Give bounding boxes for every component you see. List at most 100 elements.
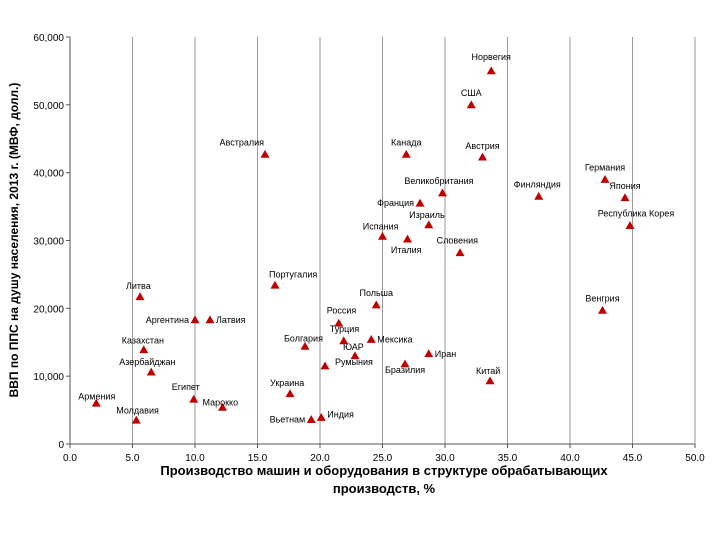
data-point-label: Вьетнам: [270, 415, 306, 425]
x-tick-label: 10.0: [185, 453, 205, 464]
data-point-label: Норвегия: [472, 52, 512, 62]
data-point-marker: [320, 361, 330, 370]
data-point-label: Италия: [391, 245, 422, 255]
data-point-marker: [466, 100, 476, 109]
data-point-marker: [485, 376, 495, 385]
data-point-marker: [339, 336, 349, 345]
data-point-marker: [218, 402, 227, 411]
data-point-marker: [190, 315, 200, 324]
tick-layer: 0.0 5.0 10.0 15.0 20.0 25.0 30.0 35.0 40.0 45.0 50…: [33, 33, 705, 464]
y-tick-label: 30,000: [33, 237, 64, 248]
data-point-marker: [131, 415, 141, 424]
data-point-marker: [424, 220, 434, 229]
data-point-label: Бразилия: [385, 365, 425, 375]
data-point-label: Финляндия: [514, 179, 561, 189]
x-tick-label: 20.0: [310, 453, 330, 464]
y-tick-label: 40,000: [33, 169, 64, 180]
label-layer: Норвегия США Австралия Канада Австрия Германи…: [78, 52, 674, 425]
data-point-marker: [625, 221, 635, 229]
y-tick-label: 60,000: [33, 33, 64, 44]
data-point-label: Австрия: [465, 141, 499, 151]
data-point-label: Франция: [377, 198, 414, 208]
data-point-marker: [371, 300, 381, 309]
data-point-label: Канада: [391, 137, 421, 147]
data-point-label: Украина: [270, 378, 304, 388]
data-point-label: Венгрия: [585, 293, 619, 303]
data-point-marker: [189, 394, 199, 403]
data-point-marker: [260, 149, 270, 158]
y-tick-label: 10,000: [33, 372, 64, 383]
data-point-label: Румыния: [335, 357, 373, 367]
data-point-marker: [415, 198, 425, 207]
data-point-label: Германия: [585, 162, 625, 172]
data-point-label: Россия: [327, 305, 357, 315]
y-tick-label: 20,000: [33, 304, 64, 315]
data-point-label: Иран: [435, 349, 456, 359]
data-point-marker: [534, 191, 544, 200]
data-point-label: Япония: [609, 181, 640, 191]
data-point-marker: [478, 152, 487, 161]
data-point-marker: [285, 389, 295, 398]
data-point-label: Португалия: [269, 269, 317, 279]
x-tick-label: 0.0: [63, 453, 77, 464]
data-point-label: ЮАР: [343, 342, 364, 352]
data-point-label: Мексика: [377, 335, 412, 345]
data-point-label: Литва: [126, 281, 151, 291]
data-point-label: Индия: [327, 410, 354, 420]
data-point-marker: [486, 66, 496, 75]
x-tick-label: 50.0: [685, 453, 705, 464]
x-tick-label: 5.0: [126, 453, 140, 464]
data-point-label: Казахстан: [122, 336, 164, 346]
data-point-label: Республика Корея: [598, 209, 675, 219]
data-point-marker: [350, 351, 360, 360]
x-axis-title-line-2: производств, %: [333, 481, 436, 496]
data-point-label: Азербайджан: [119, 357, 175, 367]
x-tick-label: 15.0: [248, 453, 268, 464]
data-point-label: Польша: [360, 288, 393, 298]
x-tick-label: 35.0: [498, 453, 518, 464]
data-point-marker: [306, 415, 316, 423]
data-point-marker: [401, 149, 411, 158]
data-point-label: Армения: [78, 391, 115, 401]
data-point-label: Китай: [476, 366, 500, 376]
data-point-label: Египет: [172, 382, 200, 392]
data-point-marker: [366, 335, 376, 343]
data-point-marker: [400, 359, 410, 368]
data-point-marker: [316, 413, 326, 421]
data-point-marker: [620, 193, 630, 202]
data-point-label: Аргентина: [146, 315, 189, 325]
data-point-label: Марокко: [203, 397, 239, 407]
data-point-marker: [205, 315, 215, 324]
data-point-label: Молдавия: [116, 405, 159, 415]
data-point-marker: [334, 318, 344, 327]
data-point-marker: [300, 341, 310, 350]
grid-layer: [132, 37, 696, 444]
data-point-marker: [403, 234, 412, 243]
x-tick-label: 30.0: [435, 453, 455, 464]
data-point-marker: [146, 367, 156, 376]
y-axis-title: ВВП по ППС на душу населения, 2013 г. (М…: [7, 83, 21, 398]
data-point-label: Болгария: [284, 333, 323, 343]
data-point-marker: [139, 345, 149, 354]
data-point-label: Великобритания: [404, 176, 473, 186]
data-point-marker: [600, 174, 610, 183]
data-point-marker: [598, 305, 607, 314]
x-tick-label: 40.0: [560, 453, 580, 464]
data-point-marker: [91, 398, 101, 407]
data-point-marker: [438, 188, 447, 197]
x-tick-label: 45.0: [623, 453, 643, 464]
data-point-label: США: [461, 88, 482, 98]
x-axis-title-line-1: Производство машин и оборудования в стру…: [160, 463, 608, 478]
data-point-label: Австралия: [220, 137, 265, 147]
data-point-marker: [270, 280, 280, 289]
data-point-label: Испания: [363, 221, 399, 231]
data-point-label: Латвия: [216, 315, 246, 325]
data-point-marker: [378, 231, 387, 240]
data-point-marker: [135, 292, 145, 301]
data-point-label: Израиль: [409, 210, 445, 220]
data-point-marker: [455, 248, 465, 257]
x-tick-label: 25.0: [373, 453, 393, 464]
data-point-marker: [424, 349, 434, 358]
